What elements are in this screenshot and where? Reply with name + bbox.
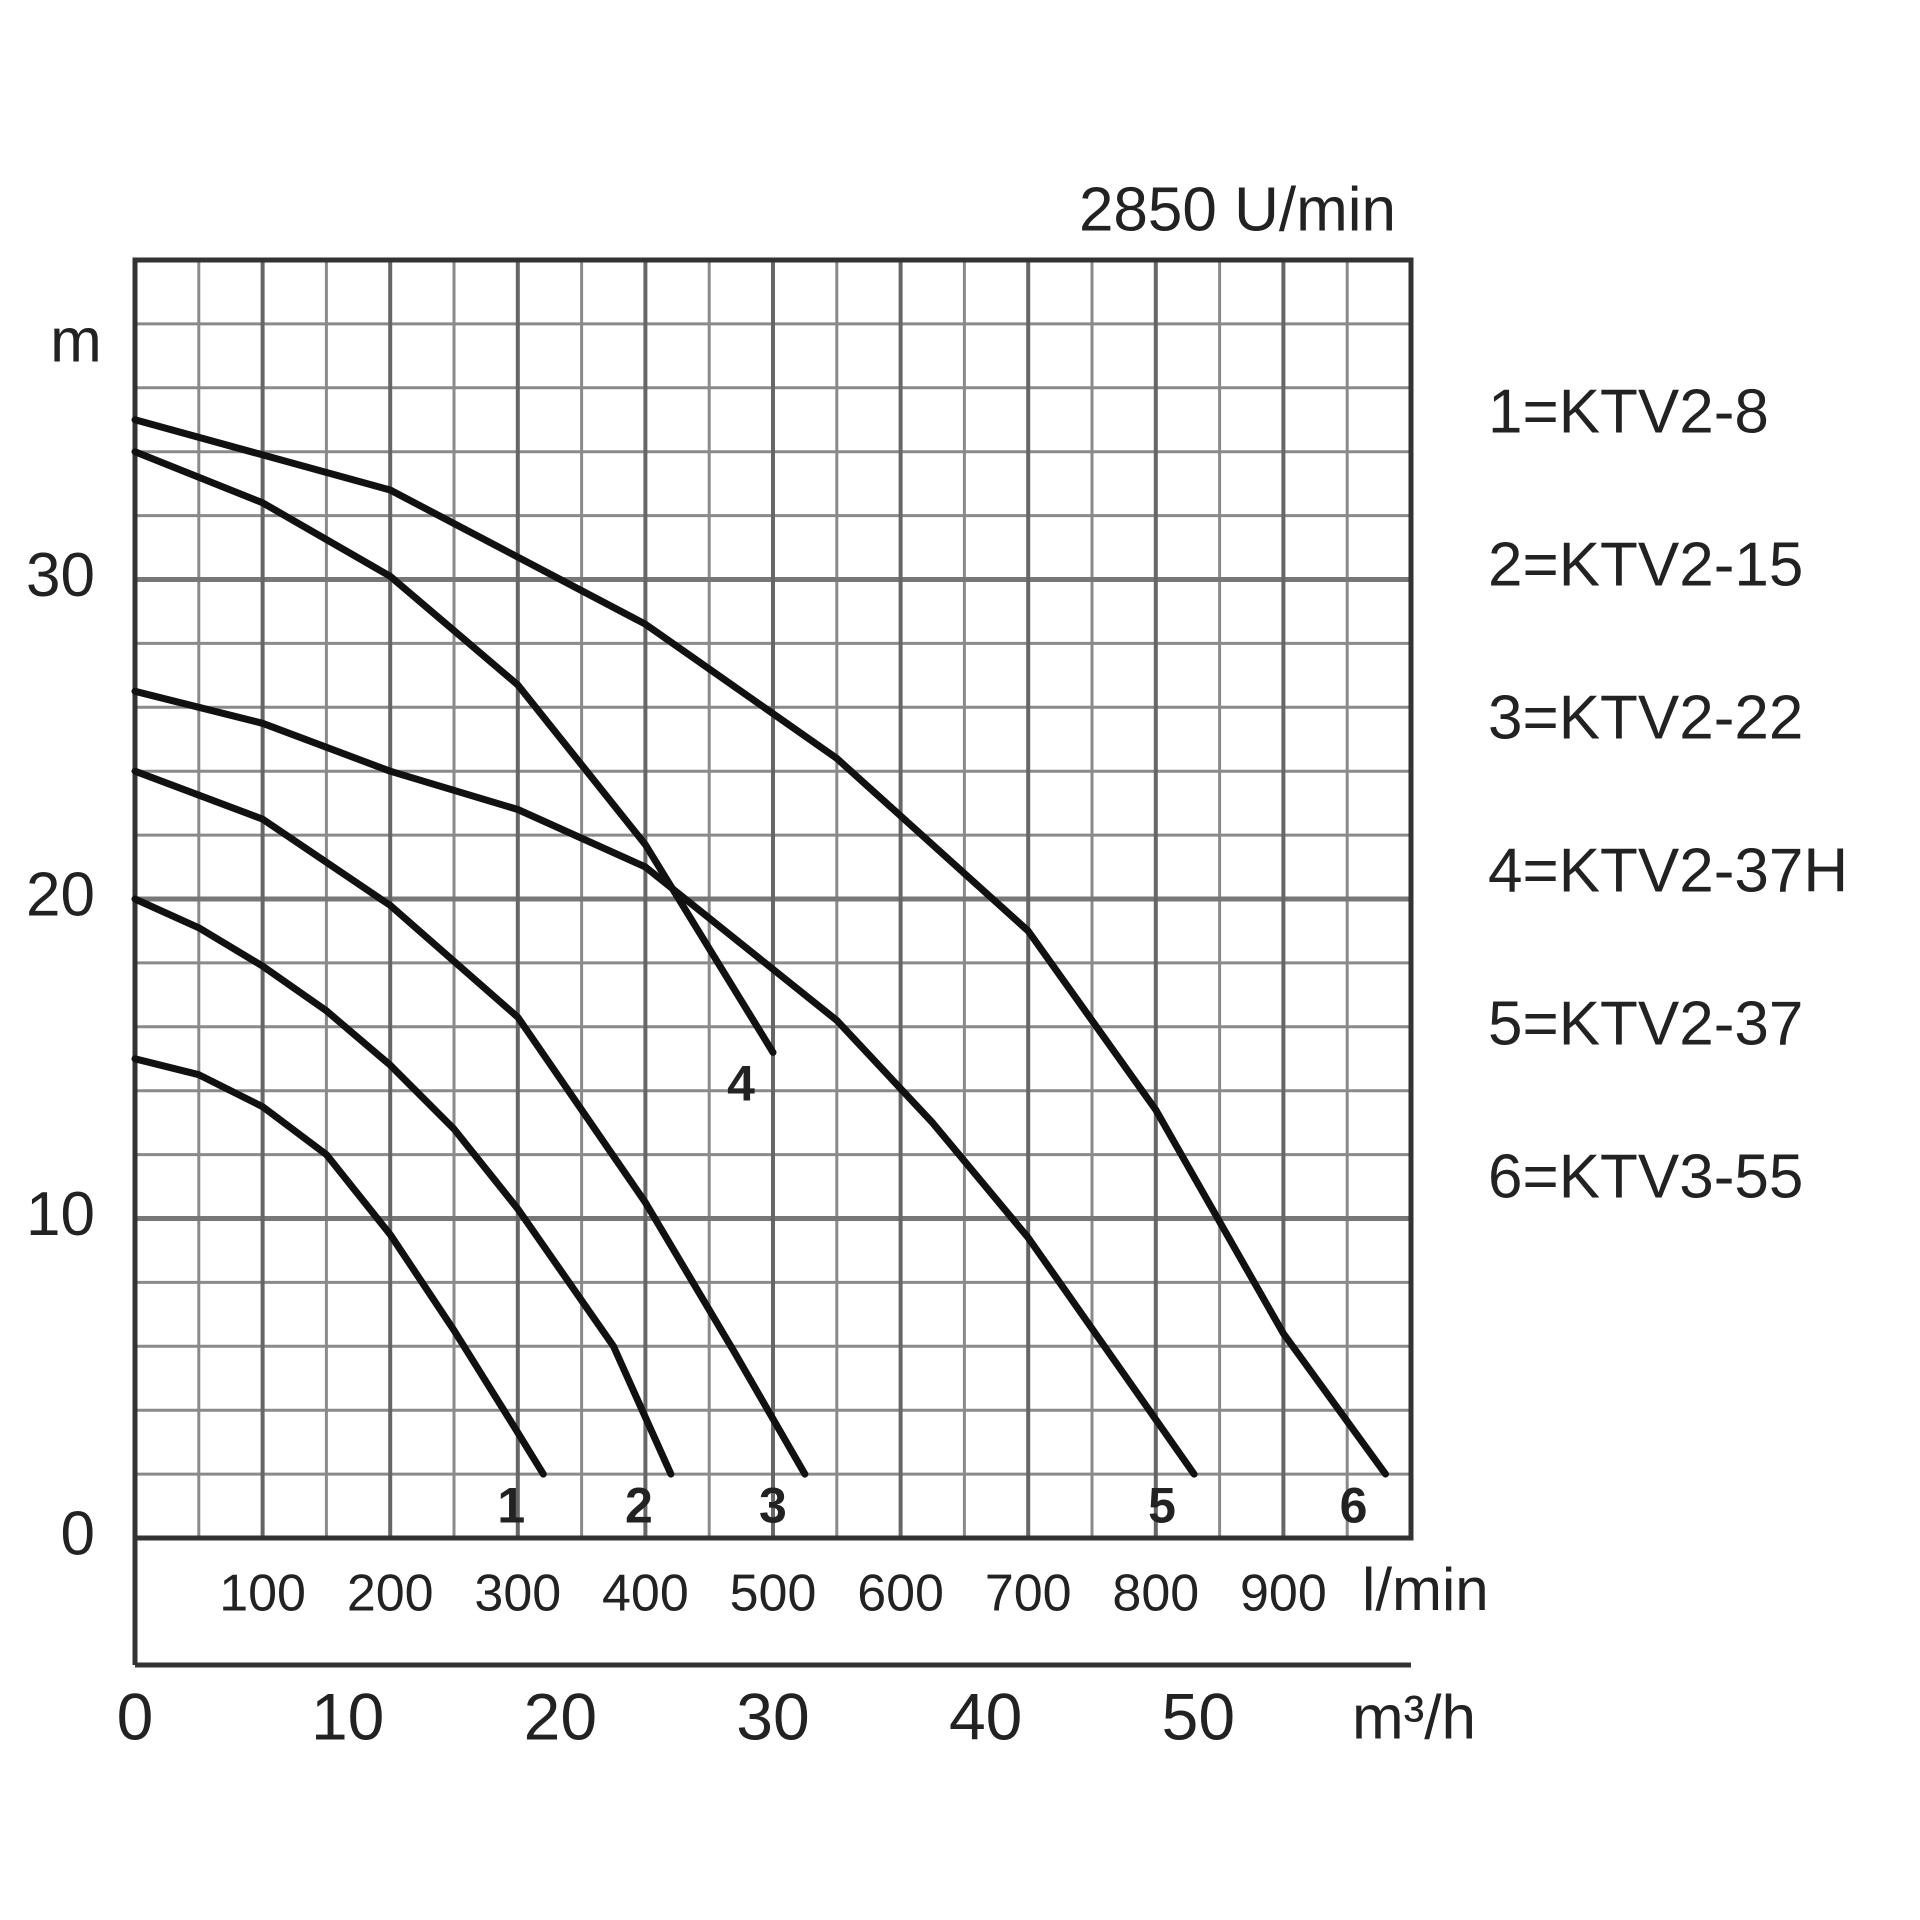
y-tick-label: 30 <box>26 541 95 610</box>
x-tick-label: 800 <box>1112 1565 1199 1623</box>
curve <box>131 687 1198 1478</box>
legend-entry: 6=KTV3-55 <box>1488 1142 1803 1211</box>
y-axis-label: m <box>50 306 102 375</box>
x2-tick-label: 40 <box>949 1679 1022 1753</box>
y-tick-label: 0 <box>61 1499 95 1568</box>
curve <box>131 1055 547 1478</box>
x-tick-label: 700 <box>985 1565 1072 1623</box>
x-tick-label: 100 <box>219 1565 306 1623</box>
x-tick-label: 600 <box>857 1565 944 1623</box>
curve-label: 1 <box>497 1477 525 1533</box>
y-tick-label: 10 <box>26 1180 95 1249</box>
x2-tick-label: 20 <box>524 1679 597 1753</box>
curve-label: 4 <box>727 1056 755 1112</box>
curve <box>131 448 777 1056</box>
curve-label: 2 <box>625 1477 653 1533</box>
x-axis-label: l/min <box>1362 1556 1489 1623</box>
curve <box>131 895 675 1478</box>
x-tick-label: 300 <box>474 1565 561 1623</box>
x-tick-label: 500 <box>730 1565 817 1623</box>
y-tick-label: 20 <box>26 860 95 929</box>
subtitle: 2850 U/min <box>1079 175 1396 244</box>
legend-entry: 2=KTV2-15 <box>1488 530 1803 599</box>
x2-axis-label: m³/h <box>1352 1683 1476 1752</box>
x2-tick-label: 50 <box>1162 1679 1235 1753</box>
curve <box>131 416 1389 1478</box>
legend-entry: 1=KTV2-8 <box>1488 377 1769 446</box>
legend-entry: 4=KTV2-37H <box>1488 836 1848 905</box>
x2-tick-label: 10 <box>311 1679 384 1753</box>
x2-tick-label: 30 <box>736 1679 809 1753</box>
x-tick-label: 900 <box>1240 1565 1327 1623</box>
curve <box>131 767 809 1478</box>
legend-entry: 3=KTV2-22 <box>1488 683 1803 752</box>
x-tick-label: 200 <box>347 1565 434 1623</box>
curve-label: 3 <box>759 1477 787 1533</box>
curve-label: 6 <box>1340 1477 1368 1533</box>
legend-entry: 5=KTV2-37 <box>1488 989 1803 1058</box>
curve-label: 5 <box>1148 1477 1176 1533</box>
x-tick-label: 400 <box>602 1565 689 1623</box>
x2-tick-label: 0 <box>117 1679 154 1753</box>
